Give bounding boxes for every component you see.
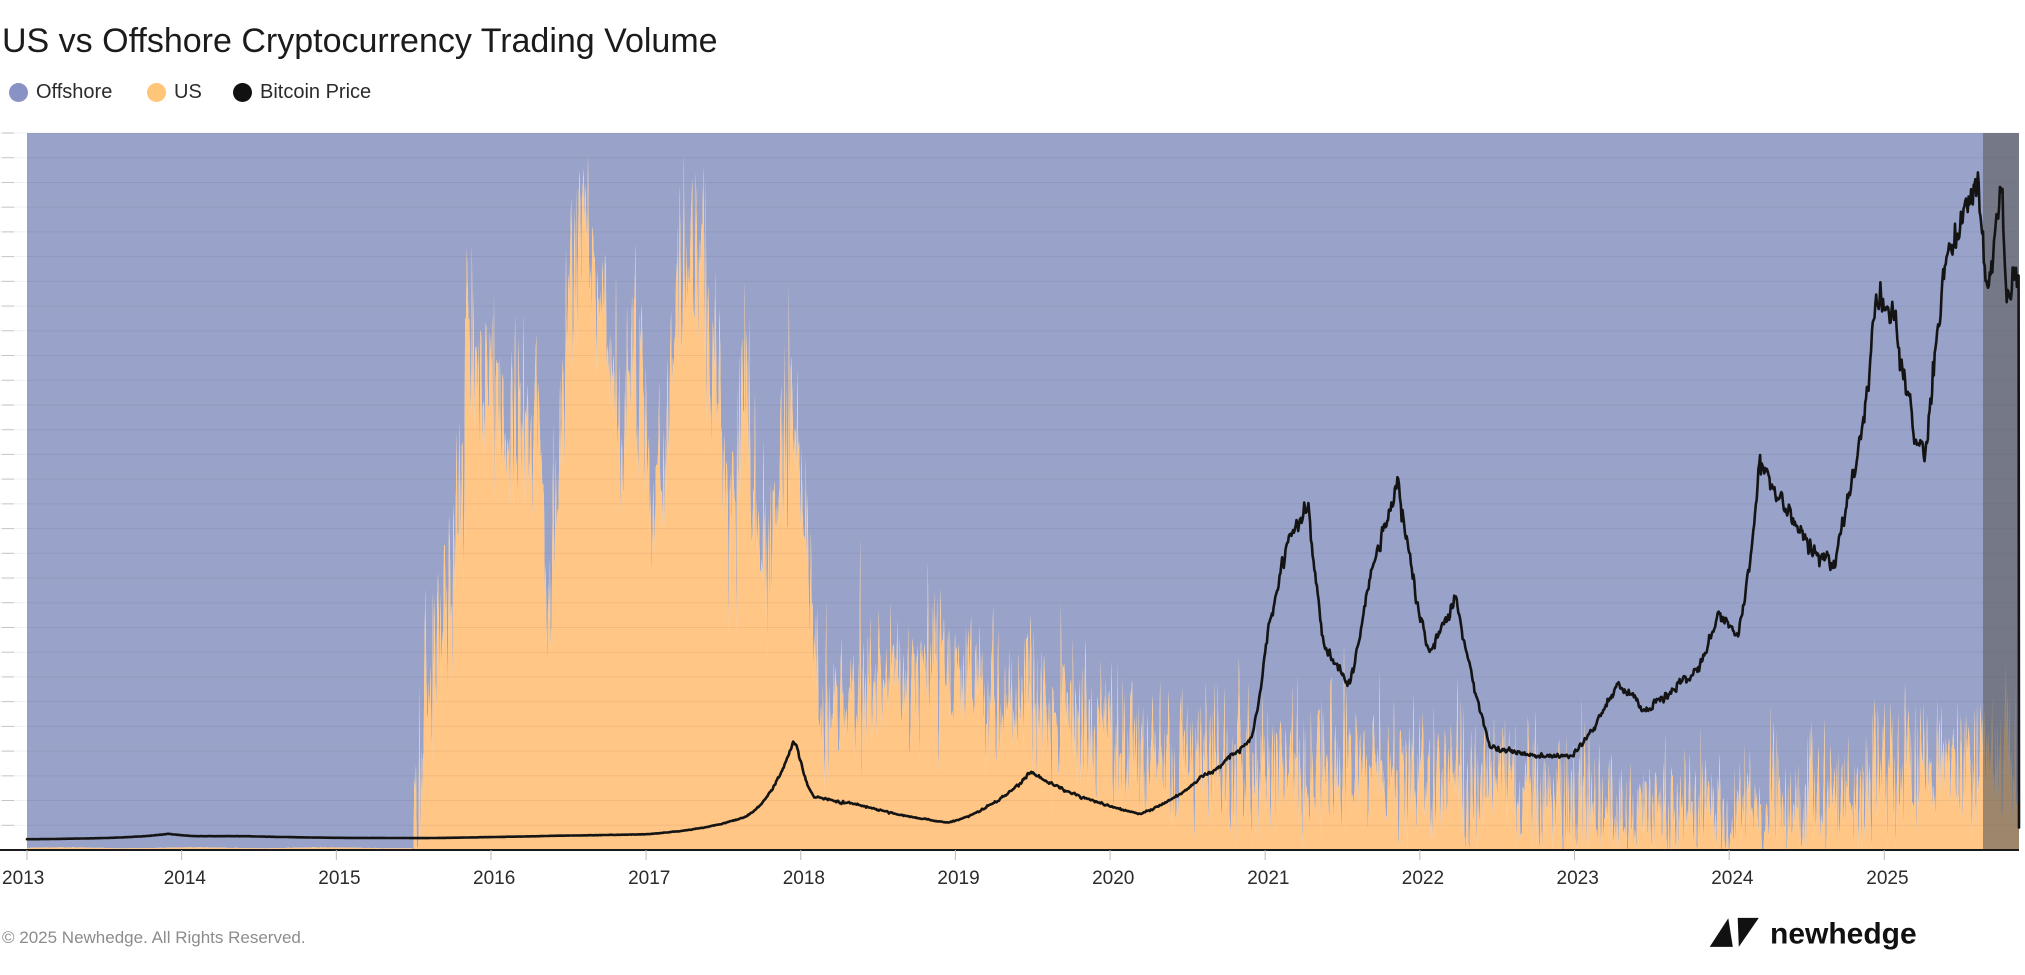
svg-text:newhedge: newhedge: [1770, 918, 1917, 951]
